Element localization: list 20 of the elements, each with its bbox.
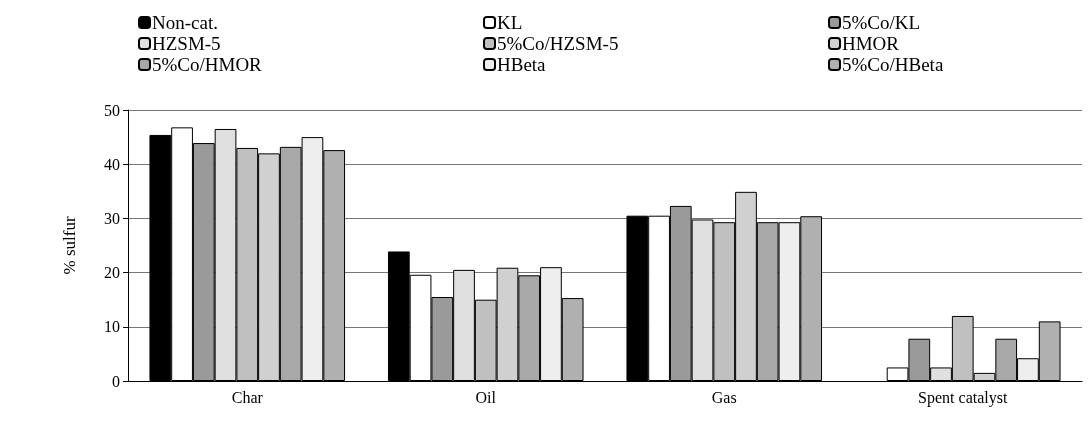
legend-label: 5%Co/KL xyxy=(842,12,921,33)
y-tick-label: 50 xyxy=(104,101,120,119)
legend-label: 5%Co/HMOR xyxy=(152,54,263,75)
legend-label: HMOR xyxy=(842,33,900,54)
x-tick-label: Char xyxy=(231,388,264,406)
y-tick-label: 40 xyxy=(104,155,120,173)
legend-label: KL xyxy=(497,12,523,33)
legend-label: 5%Co/HZSM-5 xyxy=(497,33,619,54)
legend-label: Non-cat. xyxy=(152,12,218,33)
legend-label: 5%Co/HBeta xyxy=(842,54,944,75)
y-tick-label: 30 xyxy=(104,209,120,227)
y-axis-title: % sulfur xyxy=(60,216,79,275)
y-tick-label: 10 xyxy=(104,318,120,336)
y-tick-label: 0 xyxy=(112,372,120,390)
x-tick-label: Spent catalyst xyxy=(918,388,1008,407)
y-tick-label: 20 xyxy=(104,264,120,282)
legend-label: HBeta xyxy=(497,54,547,75)
x-tick-label: Oil xyxy=(475,388,497,406)
x-tick-label: Gas xyxy=(711,388,737,406)
legend-label: HZSM-5 xyxy=(152,33,221,54)
